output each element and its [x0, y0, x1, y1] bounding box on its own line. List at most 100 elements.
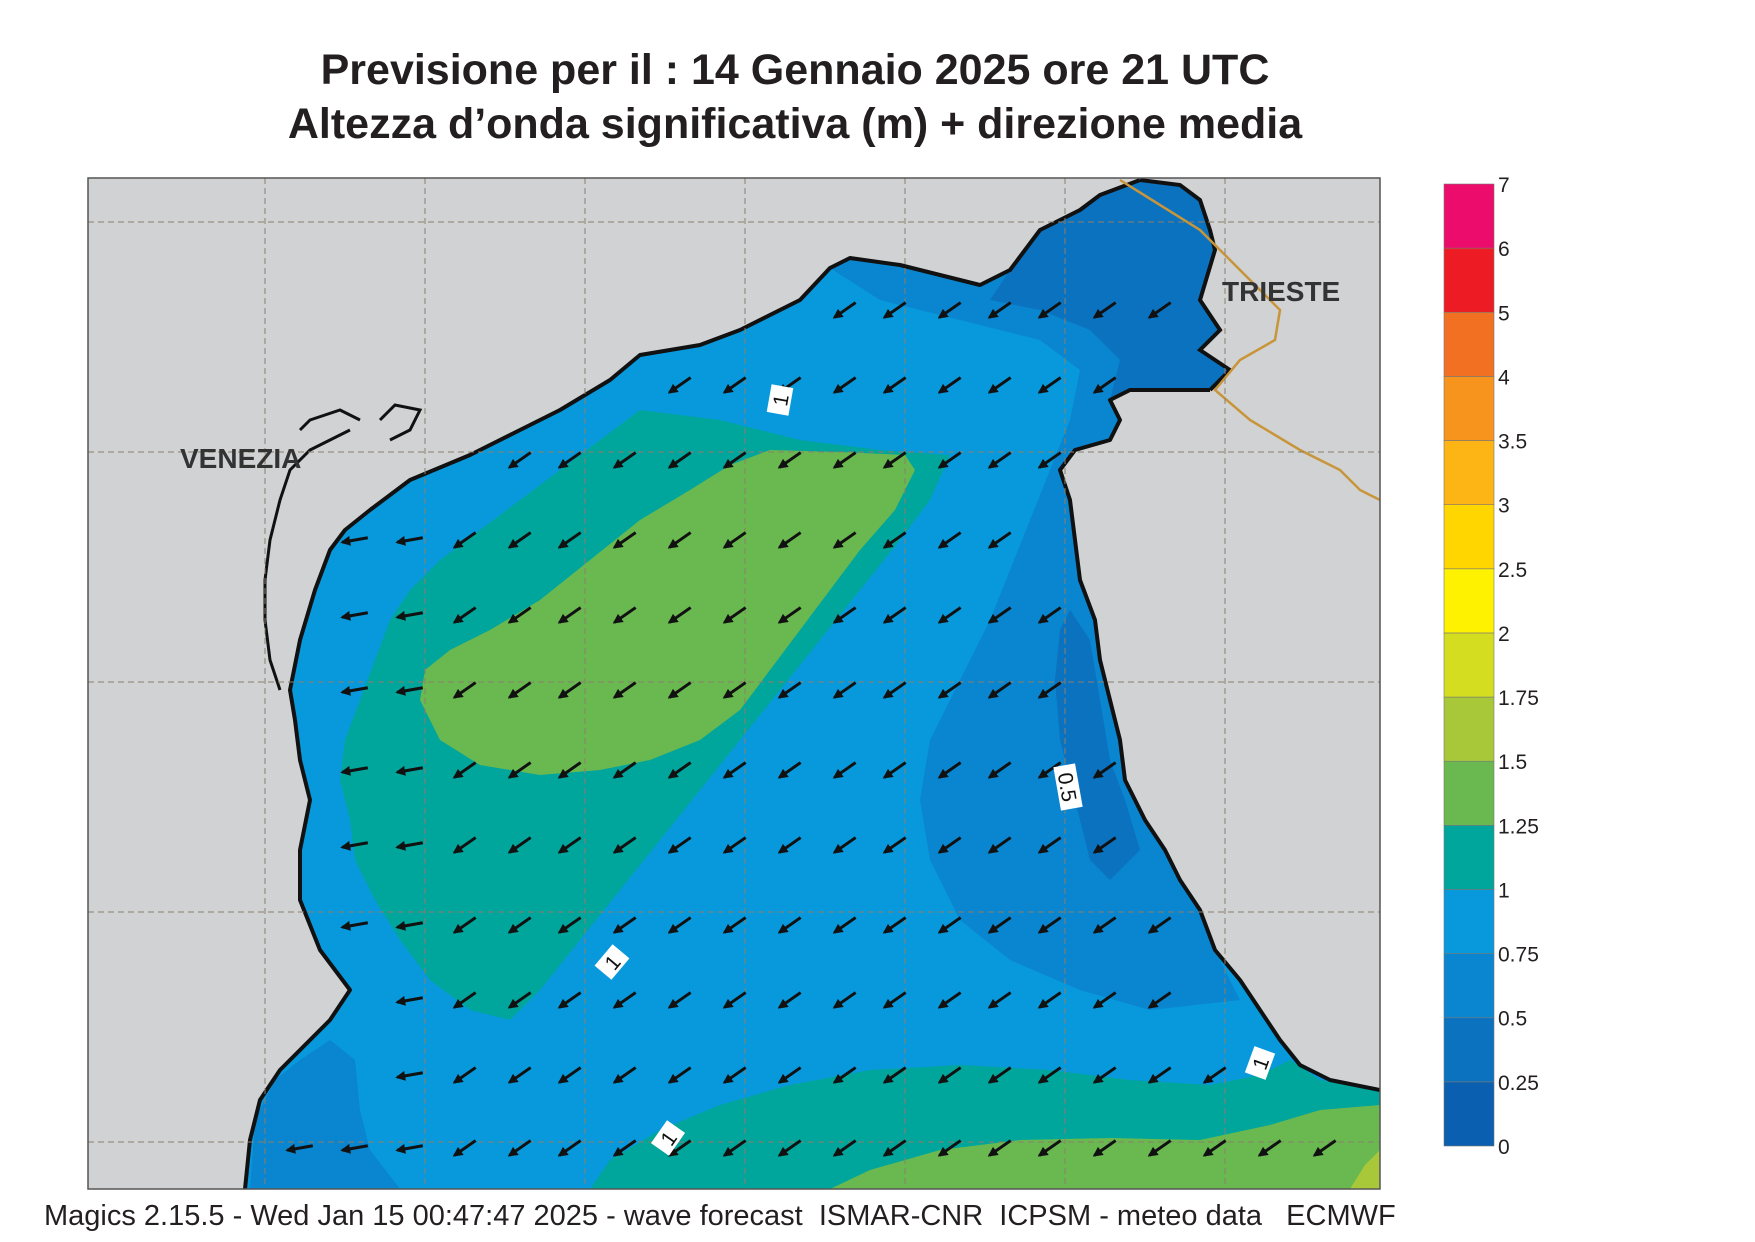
direction-arrow — [452, 531, 477, 549]
direction-arrow — [722, 606, 747, 624]
direction-arrow — [507, 1066, 532, 1084]
direction-arrow — [340, 920, 369, 931]
direction-arrow — [557, 836, 582, 854]
direction-arrow — [1092, 1066, 1117, 1084]
direction-arrow — [452, 761, 477, 779]
direction-arrow — [507, 606, 532, 624]
direction-arrow — [557, 606, 582, 624]
direction-arrow — [882, 1066, 907, 1084]
direction-arrow — [882, 681, 907, 699]
national-border — [1119, 178, 1380, 502]
direction-arrow — [777, 681, 802, 699]
direction-arrow — [777, 761, 802, 779]
direction-arrow — [722, 376, 747, 394]
direction-arrow — [667, 531, 692, 549]
direction-arrow — [987, 451, 1012, 469]
legend-tick-label: 1.25 — [1498, 815, 1539, 838]
direction-arrow — [395, 685, 424, 696]
direction-arrow — [777, 451, 802, 469]
legend-tick-label: 0.75 — [1498, 944, 1539, 967]
direction-arrow — [1037, 836, 1062, 854]
title-line-2: Altezza d’onda significativa (m) + direz… — [287, 100, 1303, 148]
direction-arrow — [937, 991, 962, 1009]
direction-arrow — [507, 916, 532, 934]
direction-arrow — [937, 301, 962, 319]
direction-arrow — [832, 761, 857, 779]
contour-label: 1 — [594, 944, 630, 980]
direction-arrow — [937, 761, 962, 779]
direction-arrow — [557, 681, 582, 699]
direction-arrow — [987, 1139, 1012, 1157]
direction-arrow — [1202, 1139, 1227, 1157]
contour-label: 1 — [1244, 1046, 1276, 1080]
direction-arrow — [1092, 761, 1117, 779]
direction-arrow — [395, 610, 424, 621]
sea-south-1.5-1.75 — [1350, 1150, 1380, 1189]
direction-arrow — [722, 991, 747, 1009]
direction-arrow — [987, 301, 1012, 319]
direction-arrow — [1092, 916, 1117, 934]
footer-credits: Magics 2.15.5 - Wed Jan 15 00:47:47 2025… — [44, 1200, 1396, 1232]
legend-tick-label: 6 — [1498, 238, 1510, 261]
direction-arrow — [722, 836, 747, 854]
direction-arrow — [557, 531, 582, 549]
legend-swatch — [1443, 760, 1495, 826]
direction-arrow — [937, 681, 962, 699]
direction-arrow — [777, 1066, 802, 1084]
direction-arrow — [1037, 1066, 1062, 1084]
legend-swatch — [1443, 696, 1495, 762]
direction-arrow — [987, 376, 1012, 394]
direction-arrow — [507, 991, 532, 1009]
direction-arrow — [937, 531, 962, 549]
direction-arrow — [937, 916, 962, 934]
legend-swatch — [1443, 825, 1495, 890]
direction-arrow — [777, 606, 802, 624]
direction-arrow — [452, 916, 477, 934]
direction-arrow — [987, 991, 1012, 1009]
direction-arrow — [340, 535, 369, 546]
direction-arrow — [1092, 836, 1117, 854]
direction-arrow — [937, 1139, 962, 1157]
direction-arrow — [1092, 991, 1117, 1009]
direction-arrow — [395, 1070, 424, 1081]
direction-arrow — [612, 836, 637, 854]
direction-arrow — [340, 1143, 369, 1154]
legend-tick-label: 2.5 — [1498, 559, 1527, 582]
direction-arrow — [507, 531, 532, 549]
direction-arrow — [1037, 916, 1062, 934]
direction-arrow — [557, 761, 582, 779]
direction-arrow — [452, 606, 477, 624]
direction-arrow — [612, 1139, 637, 1157]
direction-arrow — [667, 376, 692, 394]
direction-arrow — [395, 1143, 424, 1154]
direction-arrow — [987, 836, 1012, 854]
direction-arrow — [557, 991, 582, 1009]
direction-arrow — [612, 606, 637, 624]
direction-arrow — [395, 840, 424, 851]
legend-swatch — [1443, 889, 1495, 954]
direction-arrow — [832, 836, 857, 854]
direction-arrow — [340, 685, 369, 696]
direction-arrow — [937, 606, 962, 624]
direction-arrow — [777, 1139, 802, 1157]
direction-arrow — [452, 1139, 477, 1157]
direction-arrow — [777, 916, 802, 934]
legend-tick-label: 1.75 — [1498, 687, 1539, 710]
direction-arrow — [667, 451, 692, 469]
direction-arrow — [987, 531, 1012, 549]
direction-arrow — [612, 451, 637, 469]
direction-arrow — [452, 681, 477, 699]
contour-label: 1 — [650, 1120, 686, 1156]
direction-arrow — [777, 531, 802, 549]
direction-arrow — [1037, 451, 1062, 469]
direction-arrow — [667, 916, 692, 934]
direction-arrow — [722, 1139, 747, 1157]
direction-arrow — [722, 916, 747, 934]
legend-tick-label: 1 — [1498, 879, 1510, 902]
sea-0.25-0.5 — [990, 180, 1230, 880]
direction-arrow — [882, 761, 907, 779]
direction-arrow — [1037, 376, 1062, 394]
direction-arrow — [832, 1139, 857, 1157]
title-line-1: Previsione per il : 14 Gennaio 2025 ore … — [320, 46, 1270, 94]
